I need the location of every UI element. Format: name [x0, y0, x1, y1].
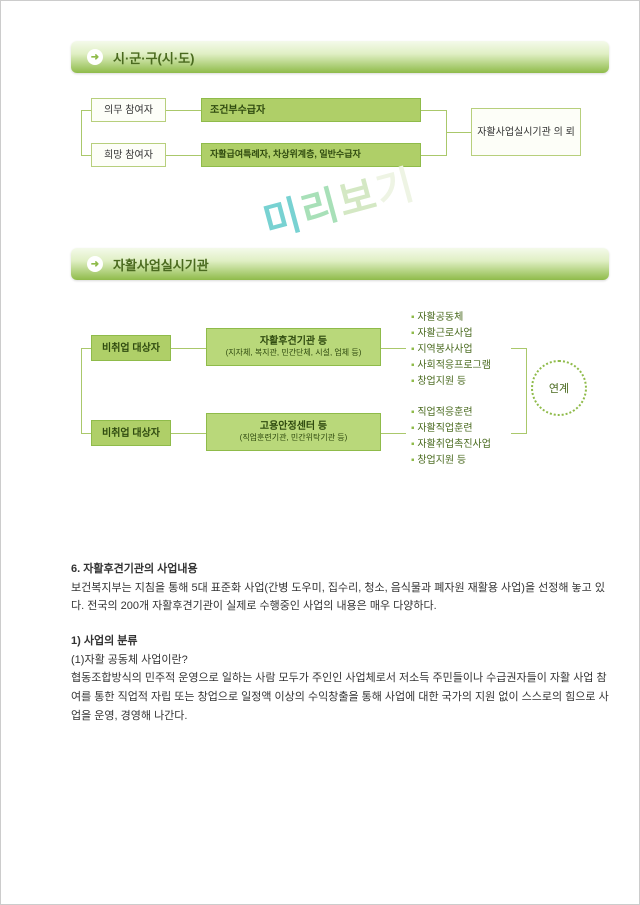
s1-right: 자활사업실시기관 의 뢰	[471, 108, 581, 156]
section1-diagram: 의무 참여자 희망 참여자 조건부수급자 자활급여특례자, 차상위계층, 일반수…	[71, 93, 609, 193]
paragraph-2: 협동조합방식의 민주적 운영으로 일하는 사람 모두가 주인인 사업체로서 저소…	[71, 669, 609, 725]
section2-title: 자활사업실시기관	[113, 255, 209, 274]
bullet: 사회적응프로그램	[411, 358, 491, 374]
s2-mid-1-line2: (직업훈련기관, 민간위탁기관 등)	[240, 433, 348, 443]
s2-mid-0-line2: (지자체, 복지관, 민간단체, 시설, 업체 등)	[226, 348, 362, 358]
bullet: 창업지원 등	[411, 453, 491, 469]
s2-bullets-2: 직업적응훈련 자활직업훈련 자활취업촉진사업 창업지원 등	[411, 405, 491, 469]
s2-mid-1: 고용안정센터 등 (직업훈련기관, 민간위탁기관 등)	[206, 413, 381, 451]
s2-bullets-1: 자활공동체 자활근로사업 지역봉사사업 사회적응프로그램 창업지원 등	[411, 310, 491, 390]
bullet: 자활근로사업	[411, 326, 491, 342]
section2-diagram: 비취업 대상자 비취업 대상자 자활후견기관 등 (지자체, 복지관, 민간단체…	[71, 300, 609, 500]
arrow-icon: ➜	[87, 256, 103, 272]
linkage-circle: 연계	[531, 360, 587, 416]
s2-mid-0: 자활후견기관 등 (지자체, 복지관, 민간단체, 시설, 업체 등)	[206, 328, 381, 366]
heading-2: 1) 사업의 분류	[71, 632, 609, 651]
s1-mid-1: 자활급여특례자, 차상위계층, 일반수급자	[201, 143, 421, 167]
section2-header: ➜ 자활사업실시기관	[71, 248, 609, 280]
heading-1: 6. 자활후견기관의 사업내용	[71, 560, 609, 579]
bullet: 자활취업촉진사업	[411, 437, 491, 453]
body-text: 6. 자활후견기관의 사업내용 보건복지부는 지침을 통해 5대 표준화 사업(…	[71, 560, 609, 726]
s2-mid-0-line1: 자활후견기관 등	[260, 335, 327, 348]
heading-3: (1)자활 공동체 사업이란?	[71, 651, 609, 670]
bullet: 자활직업훈련	[411, 421, 491, 437]
s2-left-0: 비취업 대상자	[91, 335, 171, 361]
bullet: 직업적응훈련	[411, 405, 491, 421]
paragraph-1: 보건복지부는 지침을 통해 5대 표준화 사업(간병 도우미, 집수리, 청소,…	[71, 579, 609, 616]
bullet: 지역봉사사업	[411, 342, 491, 358]
s1-mid-0: 조건부수급자	[201, 98, 421, 122]
arrow-icon: ➜	[87, 49, 103, 65]
section1-title: 시·군·구(시·도)	[113, 48, 194, 67]
s1-left-0: 의무 참여자	[91, 98, 166, 122]
s2-mid-1-line1: 고용안정센터 등	[260, 420, 327, 433]
bullet: 창업지원 등	[411, 374, 491, 390]
bullet: 자활공동체	[411, 310, 491, 326]
s2-left-1: 비취업 대상자	[91, 420, 171, 446]
section1-header: ➜ 시·군·구(시·도)	[71, 41, 609, 73]
s1-left-1: 희망 참여자	[91, 143, 166, 167]
